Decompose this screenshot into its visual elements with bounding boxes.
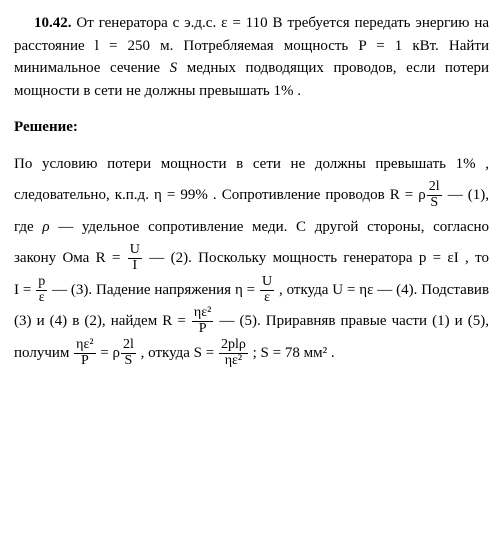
text: то — [475, 250, 489, 266]
text: , откуда — [141, 345, 194, 361]
lhs: R = — [162, 313, 191, 329]
numerator: U — [128, 243, 142, 258]
fraction: 2lS — [427, 180, 442, 210]
equation-S: S = 2plρηε² — [194, 345, 253, 361]
text: От генератора с э.д.с. — [76, 15, 221, 31]
text: Потребляемая мощность — [183, 38, 358, 54]
numerator: ηε² — [192, 306, 213, 321]
solution-heading: Решение: — [14, 116, 489, 139]
numerator: ηε² — [74, 338, 95, 353]
mid: = ρ — [97, 345, 120, 361]
denominator: S — [121, 353, 136, 369]
eq-tag: — (2). Поскольку мощность генератора — [149, 250, 419, 266]
denominator: ηε² — [219, 353, 248, 369]
denominator: P — [74, 353, 95, 369]
text: следовательно, к.п.д. — [14, 187, 154, 203]
problem-statement: 10.42. От генератора с э.д.с. ε = 110 В … — [14, 12, 489, 102]
numerator: 2plρ — [219, 338, 248, 353]
text: , откуда — [279, 282, 332, 298]
numerator: 2l — [121, 338, 136, 353]
numerator: p — [36, 275, 47, 290]
equation-3: I = pε — [14, 282, 52, 298]
U-equation: U = ηε — [332, 282, 373, 298]
lhs: R = — [96, 250, 127, 266]
eta-value: η = 99% . — [154, 187, 217, 203]
final-answer: S = 78 мм² . — [261, 345, 335, 361]
symbol-rho: ρ — [42, 219, 49, 235]
emf-value: ε = 110 В — [221, 15, 282, 31]
lhs: R = ρ — [390, 187, 426, 203]
fraction: UI — [128, 243, 142, 273]
equation-6: ηε²P = ρ2lS — [73, 345, 141, 361]
problem-number: 10.42. — [34, 15, 72, 31]
fraction: pε — [36, 275, 47, 305]
symbol-S: S — [170, 60, 178, 76]
denominator: P — [192, 321, 213, 337]
equation-2: R = UI — [96, 250, 150, 266]
power-value: P = 1 кВт. — [358, 38, 438, 54]
lhs: I = — [14, 282, 35, 298]
length-value: l = 250 м. — [95, 38, 174, 54]
numerator: 2l — [427, 180, 442, 195]
denominator: ε — [36, 290, 47, 306]
denominator: S — [427, 195, 442, 211]
text: По условию потери мощности в сети не дол… — [14, 156, 456, 172]
fraction: ηε²P — [74, 338, 95, 368]
text: ; — [253, 345, 261, 361]
equation-5: R = ηε²P — [162, 313, 219, 329]
value: 1% , — [456, 156, 489, 172]
lhs: S = — [194, 345, 218, 361]
fraction: 2lS — [121, 338, 136, 368]
numerator: U — [260, 275, 274, 290]
eta-fraction: η = Uε — [235, 282, 279, 298]
solution-body: По условию потери мощности в сети не дол… — [14, 149, 489, 370]
denominator: ε — [260, 290, 274, 306]
denominator: I — [128, 258, 142, 274]
p-equation: p = εI , — [419, 250, 469, 266]
fraction: ηε²P — [192, 306, 213, 336]
fraction: 2plρηε² — [219, 338, 248, 368]
equation-1: R = ρ2lS — [390, 187, 448, 203]
fraction: Uε — [260, 275, 274, 305]
text: Сопротивление проводов — [222, 187, 390, 203]
eq-tag: — (3). Падение напряжения — [52, 282, 235, 298]
one-percent: 1% . — [273, 83, 301, 99]
lhs: η = — [235, 282, 259, 298]
